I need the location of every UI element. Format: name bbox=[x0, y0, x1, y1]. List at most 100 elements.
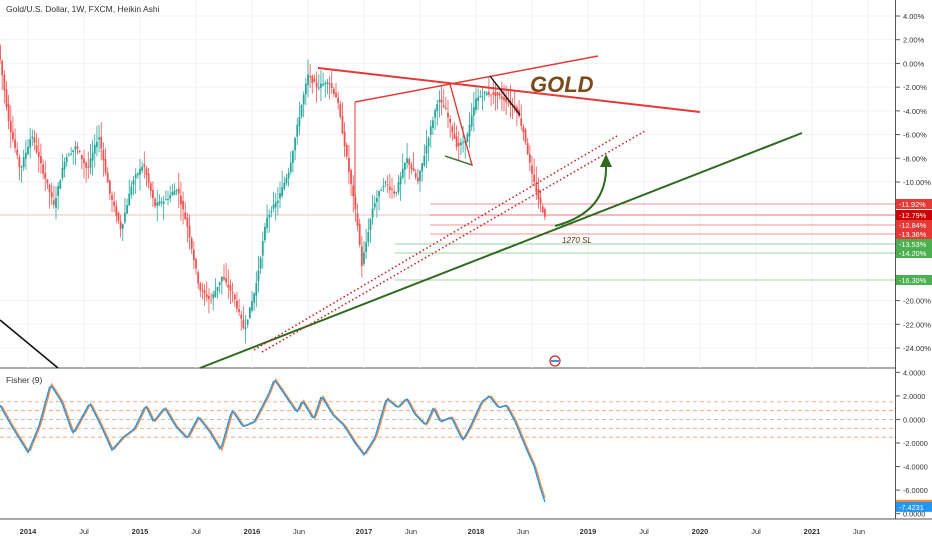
candle-body bbox=[268, 214, 271, 218]
candle-body bbox=[266, 217, 268, 228]
candle-body bbox=[229, 285, 232, 291]
price-tag-label: -16.30% bbox=[899, 276, 927, 285]
candle-body bbox=[14, 139, 16, 149]
candle-body bbox=[35, 145, 38, 153]
indicator-tick-label: 0.0000 bbox=[903, 415, 925, 424]
time-tick-label: 2015 bbox=[132, 527, 149, 536]
resistance-trendline[interactable] bbox=[317, 67, 701, 113]
candle-body bbox=[48, 184, 51, 193]
time-tick-label: 2020 bbox=[692, 527, 709, 536]
triangle-green-base[interactable] bbox=[444, 155, 473, 166]
price-tag bbox=[896, 229, 932, 239]
candle-body bbox=[507, 102, 510, 104]
candle-body bbox=[276, 200, 279, 203]
candle-body bbox=[89, 158, 92, 168]
candle-body bbox=[261, 241, 264, 256]
candle-body bbox=[320, 83, 322, 88]
price-tag-label: -14.20% bbox=[899, 249, 927, 258]
candle-body bbox=[85, 162, 88, 168]
candle-body bbox=[108, 180, 111, 194]
candle-body bbox=[46, 179, 49, 184]
candle-body bbox=[500, 96, 503, 99]
indicator-title: Fisher (9) bbox=[6, 375, 43, 385]
candle-body bbox=[117, 212, 120, 221]
candle-body bbox=[470, 115, 473, 127]
candle-body bbox=[93, 144, 96, 154]
candle-body bbox=[326, 82, 329, 84]
candle-body bbox=[119, 221, 122, 230]
candle-body bbox=[503, 97, 505, 101]
indicator-tick-label: 4.0000 bbox=[903, 368, 925, 377]
candle-body bbox=[9, 121, 12, 132]
candle-body bbox=[162, 201, 165, 204]
candle-body bbox=[106, 172, 109, 183]
candle-body bbox=[257, 270, 260, 282]
candle-body bbox=[535, 182, 538, 193]
candle-body bbox=[154, 198, 156, 206]
candle-body bbox=[541, 206, 544, 213]
candle-body bbox=[184, 212, 187, 220]
chart-title: Gold/U.S. Dollar, 1W, FXCM, Heikin Ashi bbox=[6, 4, 160, 14]
candle-body bbox=[169, 195, 172, 199]
candle-body bbox=[337, 97, 340, 103]
candle-body bbox=[429, 126, 432, 135]
candle-body bbox=[130, 186, 133, 195]
candle-body bbox=[455, 136, 458, 147]
candle-body bbox=[238, 309, 240, 312]
time-axis[interactable]: 2014 Jul 2015 Jul 2016 Jun 2017 Jun 2018 Jun 2019 J… bbox=[20, 527, 865, 536]
upper-channel-line[interactable] bbox=[354, 55, 599, 103]
candle-body bbox=[203, 290, 206, 294]
price-tag bbox=[896, 220, 932, 230]
candle-body bbox=[27, 146, 29, 154]
indicator-axis[interactable]: 4.0000 2.0000 0.0000 -2.0000 -4.0000 -6.0000 0… bbox=[896, 368, 932, 519]
candle-body bbox=[302, 94, 305, 105]
candle-body bbox=[182, 200, 184, 210]
indicator-tag bbox=[896, 501, 932, 512]
candle-body bbox=[520, 118, 523, 126]
candle-body bbox=[419, 171, 421, 182]
candle-body bbox=[55, 198, 57, 208]
candle-body bbox=[37, 151, 40, 157]
candle-body bbox=[526, 143, 529, 155]
candle-body bbox=[287, 172, 290, 179]
candle-body bbox=[404, 163, 406, 170]
projection-arrow[interactable] bbox=[554, 163, 608, 227]
candle-body bbox=[149, 183, 152, 192]
candle-body bbox=[111, 195, 113, 201]
candle-body bbox=[3, 74, 6, 91]
gold-label: GOLD bbox=[530, 72, 594, 97]
drawings[interactable]: GOLD 1270 SL bbox=[0, 55, 803, 369]
candle-body bbox=[50, 192, 53, 198]
candle-body bbox=[358, 223, 361, 245]
time-tick-label: Jun bbox=[405, 527, 417, 536]
candle-body bbox=[537, 189, 540, 200]
price-tick-label: -4.00% bbox=[903, 107, 927, 116]
candle-body bbox=[457, 143, 460, 146]
candle-body bbox=[414, 173, 417, 178]
candle-body bbox=[386, 184, 389, 186]
candle-body bbox=[233, 294, 236, 300]
candle-body bbox=[87, 166, 90, 168]
candle-body bbox=[240, 314, 243, 319]
black-trendline[interactable] bbox=[0, 319, 59, 369]
candle-body bbox=[74, 146, 77, 150]
candle-body bbox=[365, 242, 368, 253]
candle-body bbox=[468, 124, 471, 137]
fisher-lines bbox=[0, 378, 546, 503]
candle-body bbox=[432, 120, 434, 128]
support-trendline[interactable] bbox=[199, 132, 803, 369]
candle-body bbox=[330, 83, 333, 88]
time-tick-label: 2021 bbox=[804, 527, 821, 536]
price-axis[interactable]: 4.00% 2.00% 0.00% -2.00% -4.00% -6.00% -8.00% -… bbox=[896, 12, 931, 353]
dotted-trendline-2[interactable] bbox=[261, 130, 646, 353]
time-tick-label: 2018 bbox=[468, 527, 485, 536]
candle-body bbox=[91, 152, 94, 161]
candle-body bbox=[242, 320, 245, 328]
candle-body bbox=[255, 282, 258, 296]
candle-body bbox=[113, 201, 116, 206]
black-short-line[interactable] bbox=[489, 75, 521, 116]
candle-body bbox=[494, 91, 497, 96]
candle-body bbox=[214, 290, 217, 297]
